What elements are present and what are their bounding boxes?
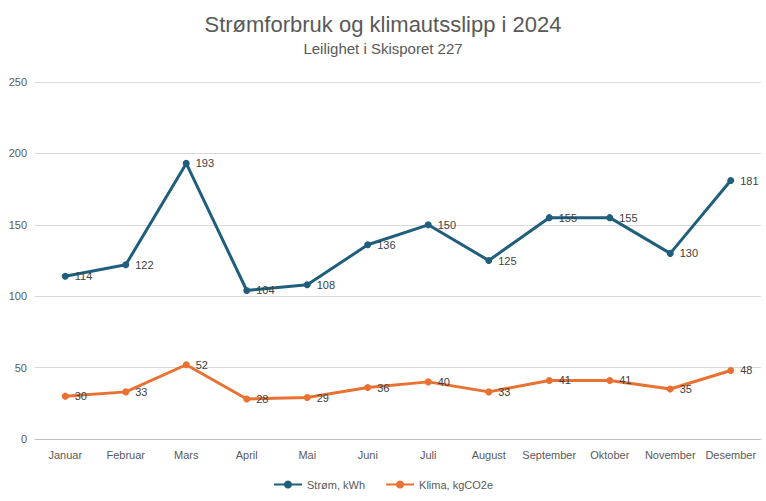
svg-text:Februar: Februar — [106, 449, 145, 461]
svg-text:48: 48 — [740, 364, 752, 376]
svg-text:0: 0 — [21, 433, 27, 445]
svg-text:193: 193 — [196, 157, 214, 169]
svg-text:114: 114 — [75, 270, 93, 282]
svg-text:122: 122 — [135, 259, 153, 271]
svg-text:104: 104 — [256, 284, 274, 296]
svg-text:Klima, kgCO2e: Klima, kgCO2e — [419, 479, 493, 491]
svg-text:35: 35 — [680, 383, 692, 395]
svg-text:29: 29 — [317, 392, 329, 404]
svg-text:Oktober: Oktober — [590, 449, 629, 461]
svg-text:Januar: Januar — [48, 449, 82, 461]
svg-text:108: 108 — [317, 279, 335, 291]
svg-text:41: 41 — [559, 374, 571, 386]
svg-text:150: 150 — [9, 219, 27, 231]
svg-text:125: 125 — [498, 255, 516, 267]
svg-text:130: 130 — [680, 247, 698, 259]
svg-text:April: April — [236, 449, 258, 461]
svg-text:30: 30 — [75, 390, 87, 402]
svg-text:Desember: Desember — [705, 449, 756, 461]
svg-text:155: 155 — [559, 212, 577, 224]
svg-text:155: 155 — [619, 212, 637, 224]
svg-text:Mars: Mars — [174, 449, 199, 461]
svg-text:Mai: Mai — [298, 449, 316, 461]
svg-text:40: 40 — [438, 376, 450, 388]
svg-text:250: 250 — [9, 76, 27, 88]
svg-text:33: 33 — [135, 386, 147, 398]
svg-text:November: November — [645, 449, 696, 461]
svg-text:41: 41 — [619, 374, 631, 386]
svg-text:Juni: Juni — [358, 449, 378, 461]
svg-text:September: September — [522, 449, 576, 461]
svg-text:Leilighet i Skisporet 227: Leilighet i Skisporet 227 — [303, 40, 462, 57]
svg-text:33: 33 — [498, 386, 510, 398]
svg-text:August: August — [472, 449, 506, 461]
svg-text:50: 50 — [15, 362, 27, 374]
svg-text:28: 28 — [256, 393, 268, 405]
svg-text:Strøm, kWh: Strøm, kWh — [307, 479, 365, 491]
svg-text:181: 181 — [740, 175, 758, 187]
svg-text:52: 52 — [196, 359, 208, 371]
svg-text:100: 100 — [9, 290, 27, 302]
svg-text:Strømforbruk og klimautsslipp: Strømforbruk og klimautsslipp i 2024 — [204, 12, 561, 37]
svg-text:150: 150 — [438, 219, 456, 231]
svg-text:Juli: Juli — [420, 449, 437, 461]
svg-text:36: 36 — [377, 382, 389, 394]
svg-text:200: 200 — [9, 147, 27, 159]
svg-text:136: 136 — [377, 239, 395, 251]
